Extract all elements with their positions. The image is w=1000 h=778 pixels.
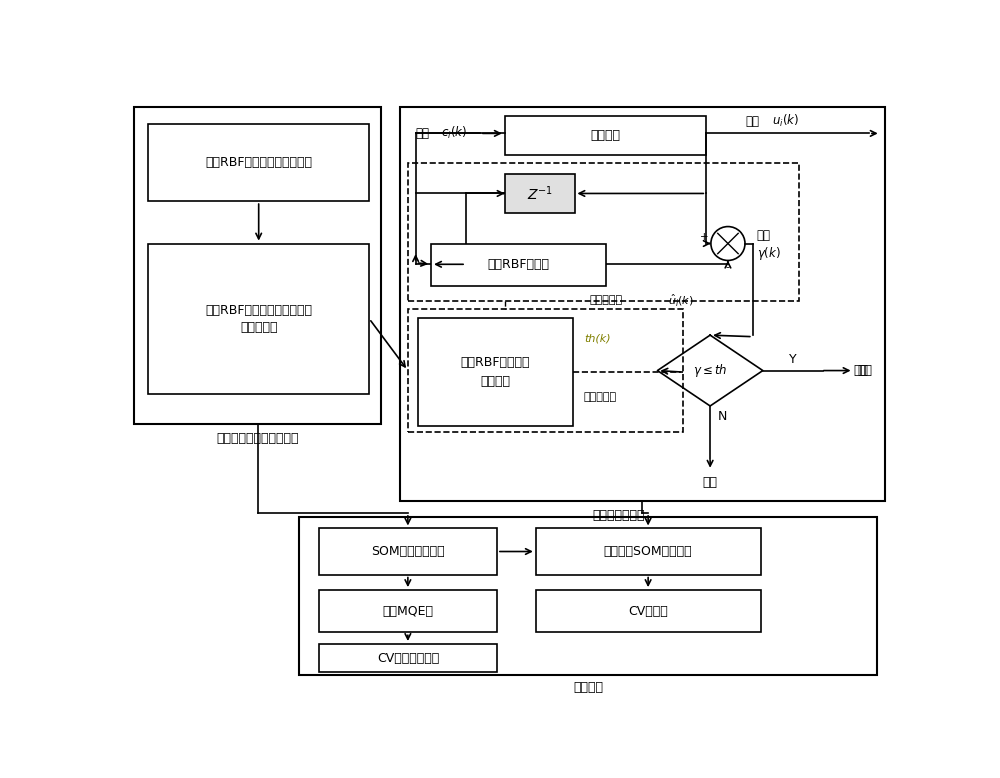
Text: $c_i(k)$: $c_i(k)$ <box>441 125 467 142</box>
Text: $u_i(k)$: $u_i(k)$ <box>772 113 799 129</box>
Text: CV值表征健康度: CV值表征健康度 <box>377 652 439 664</box>
Text: 故障检测与隔离: 故障检测与隔离 <box>593 509 645 522</box>
Text: $\gamma \leq th$: $\gamma \leq th$ <box>693 362 727 379</box>
Text: CV值曲线: CV值曲线 <box>628 605 668 618</box>
Bar <box>134 107 381 425</box>
Text: 检测系统: 检测系统 <box>590 129 620 142</box>
Text: 正常: 正常 <box>854 364 869 377</box>
Bar <box>408 163 799 301</box>
Bar <box>148 244 369 394</box>
Bar <box>319 590 497 633</box>
Text: 二级RBF自适应阈值产生器的: 二级RBF自适应阈值产生器的 <box>205 304 312 317</box>
Text: 值产生器: 值产生器 <box>480 375 510 388</box>
Text: Y: Y <box>789 353 796 366</box>
Text: 正常: 正常 <box>858 364 873 377</box>
Bar <box>148 124 369 202</box>
Text: 二级RBF自适应阈: 二级RBF自适应阈 <box>461 356 530 370</box>
Text: th(k): th(k) <box>584 333 610 343</box>
Text: 建立与训练: 建立与训练 <box>240 321 277 335</box>
Bar <box>400 107 885 502</box>
Text: N: N <box>718 410 727 423</box>
Text: 健康评估: 健康评估 <box>573 681 603 693</box>
Bar <box>505 174 574 212</box>
Text: 估计输出值: 估计输出值 <box>590 295 623 305</box>
Bar <box>431 244 606 286</box>
Text: 训练好的SOM神经网络: 训练好的SOM神经网络 <box>604 545 692 558</box>
Text: 自适应阈值: 自适应阈值 <box>584 393 617 402</box>
Text: 多级观测器的建立与训练: 多级观测器的建立与训练 <box>216 432 299 445</box>
Text: SOM神经网络训练: SOM神经网络训练 <box>371 545 445 558</box>
Bar <box>505 117 706 155</box>
Text: -: - <box>726 261 730 272</box>
Text: 输出: 输出 <box>745 114 759 128</box>
Bar <box>536 528 761 575</box>
Bar <box>319 528 497 575</box>
Text: 得到MQE值: 得到MQE值 <box>382 605 433 618</box>
Bar <box>536 590 761 633</box>
Bar <box>408 309 683 432</box>
Text: $\gamma(k)$: $\gamma(k)$ <box>757 245 781 262</box>
Text: 故障: 故障 <box>703 475 718 489</box>
Text: 一级RBF观测器的建立与训练: 一级RBF观测器的建立与训练 <box>205 156 312 169</box>
Text: +: + <box>700 233 709 243</box>
Text: 一级RBF观测器: 一级RBF观测器 <box>487 258 549 272</box>
Text: 输入: 输入 <box>416 127 430 140</box>
Bar <box>299 517 877 675</box>
Text: $Z^{-1}$: $Z^{-1}$ <box>527 184 553 203</box>
Bar <box>319 644 497 672</box>
Bar <box>418 318 573 426</box>
Text: 残差: 残差 <box>757 230 771 242</box>
Text: $\hat{u}_i(k)$: $\hat{u}_i(k)$ <box>668 292 693 308</box>
